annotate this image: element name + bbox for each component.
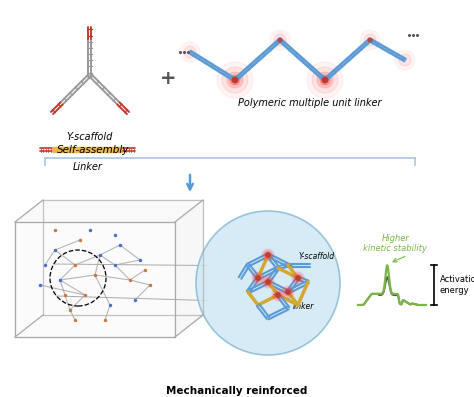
Circle shape (264, 251, 272, 259)
Circle shape (230, 75, 240, 85)
Circle shape (274, 291, 282, 299)
Circle shape (264, 278, 272, 286)
Circle shape (364, 34, 376, 46)
Text: linker: linker (293, 302, 314, 311)
Circle shape (196, 211, 340, 355)
Text: Linker: Linker (73, 162, 102, 172)
Circle shape (296, 276, 300, 280)
Circle shape (294, 274, 302, 282)
Circle shape (217, 62, 253, 98)
Polygon shape (175, 200, 203, 337)
Circle shape (317, 72, 333, 88)
Text: Y-scaffold: Y-scaffold (299, 252, 335, 261)
Polygon shape (15, 222, 175, 337)
Circle shape (274, 34, 286, 46)
Text: Y-scaffold: Y-scaffold (67, 132, 113, 142)
Text: Activation
energy: Activation energy (440, 276, 474, 295)
Circle shape (256, 276, 260, 280)
Circle shape (180, 42, 200, 62)
Circle shape (252, 272, 264, 284)
Circle shape (360, 30, 380, 50)
Circle shape (278, 38, 282, 42)
Circle shape (368, 38, 372, 42)
Circle shape (286, 290, 290, 294)
Circle shape (222, 67, 248, 93)
Circle shape (312, 67, 338, 93)
Text: Polymeric multiple unit linker: Polymeric multiple unit linker (238, 98, 382, 108)
Text: Mechanically reinforced
DNA supramolecular (MRDS) hydrogel: Mechanically reinforced DNA supramolecul… (125, 386, 349, 397)
Circle shape (307, 62, 343, 98)
Polygon shape (15, 200, 203, 222)
Circle shape (284, 288, 292, 296)
Circle shape (254, 274, 262, 282)
Circle shape (227, 72, 243, 88)
Circle shape (276, 293, 280, 297)
Circle shape (322, 77, 328, 83)
Circle shape (262, 276, 274, 288)
Circle shape (320, 75, 330, 85)
Circle shape (266, 280, 270, 284)
Circle shape (399, 54, 411, 66)
Text: Higher
kinetic stability: Higher kinetic stability (364, 234, 428, 253)
Text: +: + (160, 69, 176, 87)
Circle shape (292, 272, 304, 284)
Circle shape (262, 249, 274, 261)
Circle shape (395, 50, 415, 70)
Circle shape (270, 30, 290, 50)
Text: Self-assembly: Self-assembly (57, 145, 129, 155)
Circle shape (184, 46, 196, 58)
Circle shape (282, 286, 294, 298)
Circle shape (232, 77, 238, 83)
Circle shape (272, 289, 284, 301)
Circle shape (266, 253, 270, 257)
